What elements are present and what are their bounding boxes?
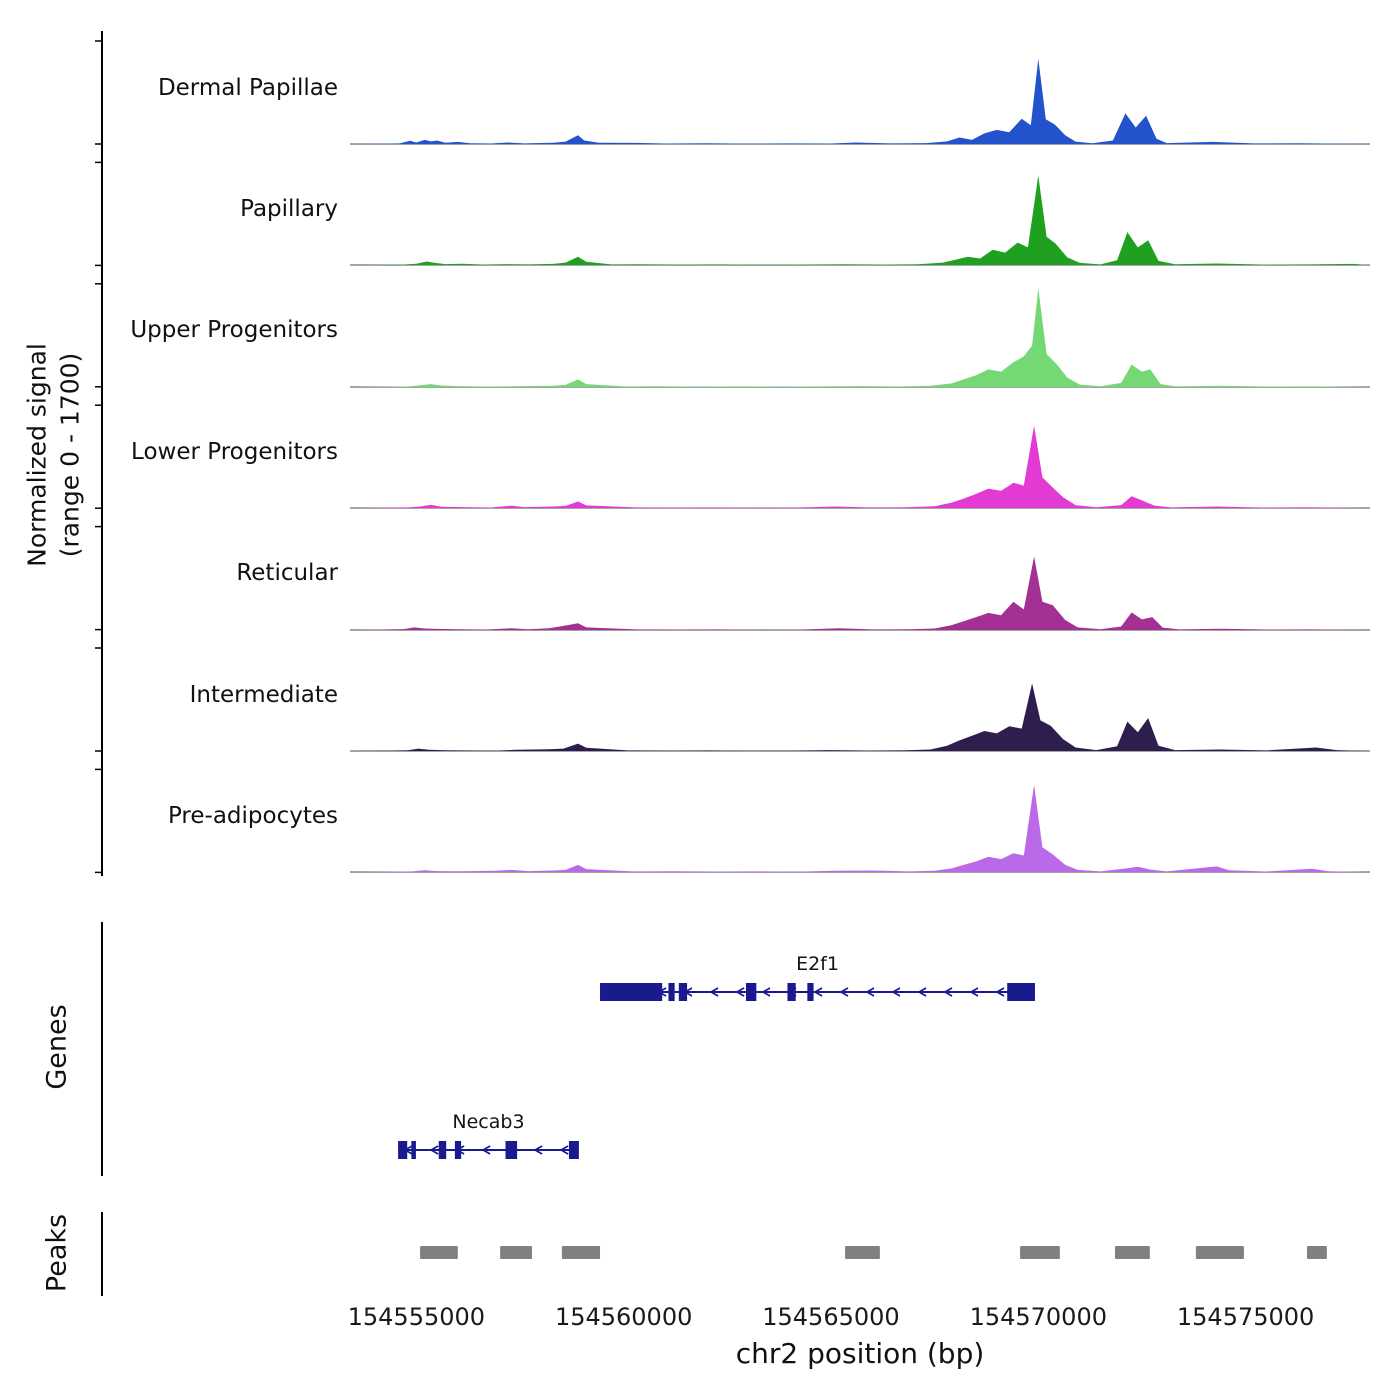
genes-section-label: Genes bbox=[41, 1004, 73, 1090]
gene-label: E2f1 bbox=[796, 953, 839, 975]
gene-exon bbox=[398, 1141, 408, 1159]
strand-arrow-icon bbox=[709, 987, 719, 997]
signal-track-plot bbox=[350, 58, 1370, 145]
strand-arrow-icon bbox=[559, 1145, 569, 1155]
strand-arrow-icon bbox=[813, 987, 823, 997]
track-label: Reticular bbox=[236, 560, 338, 587]
signal-track-plot bbox=[350, 556, 1370, 631]
x-axis-tick-label: 154570000 bbox=[969, 1303, 1107, 1331]
x-axis-tick-label: 154560000 bbox=[554, 1303, 693, 1331]
track-label: Pre-adipocytes bbox=[167, 802, 338, 829]
strand-arrow-icon bbox=[943, 987, 953, 997]
track-label: Dermal Papillae bbox=[157, 74, 338, 101]
peak-interval bbox=[420, 1246, 458, 1259]
gene-exon bbox=[454, 1141, 462, 1159]
peaks-track bbox=[420, 1246, 1327, 1259]
signal-track-plot bbox=[350, 425, 1370, 509]
peak-interval bbox=[1020, 1246, 1060, 1259]
peak-interval bbox=[845, 1246, 880, 1259]
strand-arrow-icon bbox=[891, 987, 901, 997]
signal-track-plot bbox=[350, 287, 1370, 388]
x-axis-tick-label: 154555000 bbox=[347, 1303, 486, 1331]
gene-exon bbox=[807, 983, 814, 1001]
peak-interval bbox=[1195, 1246, 1244, 1259]
signal-track-plot bbox=[350, 175, 1370, 266]
peaks-section-bracket bbox=[101, 1212, 103, 1296]
x-axis-tick-label: 154575000 bbox=[1176, 1303, 1315, 1331]
signal-track-row: Papillary bbox=[0, 148, 1400, 269]
track-label: Upper Progenitors bbox=[130, 317, 338, 344]
peak-interval bbox=[1306, 1246, 1327, 1259]
strand-arrow-icon bbox=[429, 1145, 439, 1155]
signal-axis-bracket bbox=[95, 31, 103, 876]
strand-arrow-icon bbox=[995, 987, 1005, 997]
gene-exon bbox=[787, 983, 796, 1001]
signal-track-row: Upper Progenitors bbox=[0, 270, 1400, 391]
peak-interval bbox=[561, 1246, 601, 1259]
strand-arrow-icon bbox=[865, 987, 875, 997]
signal-track-row: Dermal Papillae bbox=[0, 27, 1400, 148]
signal-track-row: Intermediate bbox=[0, 634, 1400, 755]
peak-interval bbox=[1115, 1246, 1150, 1259]
gene-exon bbox=[668, 983, 675, 1001]
signal-track-row: Pre-adipocytes bbox=[0, 755, 1400, 876]
x-axis-tick-label: 154565000 bbox=[762, 1303, 900, 1331]
strand-arrow-icon bbox=[839, 987, 849, 997]
gene-exon bbox=[1007, 983, 1035, 1001]
gene-exon bbox=[568, 1141, 579, 1159]
signal-track-plot bbox=[350, 683, 1370, 752]
genes-track: E2f1 Necab3 bbox=[398, 953, 1035, 1159]
gene-exon bbox=[438, 1141, 447, 1159]
genes-section-bracket bbox=[101, 922, 103, 1176]
track-label: Papillary bbox=[240, 195, 338, 222]
gene-label: Necab3 bbox=[452, 1111, 524, 1133]
signal-track-row: Reticular bbox=[0, 513, 1400, 634]
strand-arrow-icon bbox=[761, 987, 771, 997]
x-axis-title: chr2 position (bp) bbox=[735, 1337, 985, 1370]
gene-exon bbox=[505, 1141, 518, 1159]
gene-exon bbox=[678, 983, 688, 1001]
track-label: Intermediate bbox=[189, 681, 338, 708]
gene-exon bbox=[411, 1141, 416, 1159]
strand-arrow-icon bbox=[481, 1145, 491, 1155]
strand-arrow-icon bbox=[969, 987, 979, 997]
strand-arrow-icon bbox=[533, 1145, 543, 1155]
strand-arrow-icon bbox=[917, 987, 927, 997]
track-label: Lower Progenitors bbox=[131, 438, 338, 465]
signal-track-plot bbox=[350, 785, 1370, 873]
gene-exon bbox=[745, 983, 757, 1001]
gene-exon bbox=[600, 983, 663, 1001]
peaks-section-label: Peaks bbox=[41, 1213, 73, 1293]
peak-interval bbox=[500, 1246, 533, 1259]
signal-track-row: Lower Progenitors bbox=[0, 391, 1400, 512]
strand-arrow-icon bbox=[735, 987, 745, 997]
